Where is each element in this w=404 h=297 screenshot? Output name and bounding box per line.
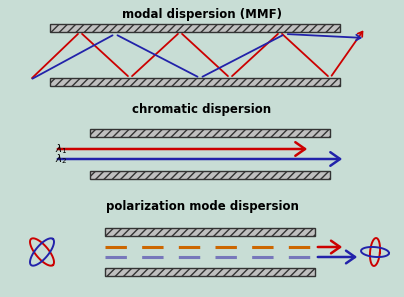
Bar — [105, 268, 315, 276]
Text: chromatic dispersion: chromatic dispersion — [133, 103, 271, 116]
Text: modal dispersion (MMF): modal dispersion (MMF) — [122, 8, 282, 21]
Bar — [50, 78, 340, 86]
Text: $\lambda_1$: $\lambda_1$ — [55, 142, 67, 156]
Text: $\lambda_2$: $\lambda_2$ — [55, 152, 67, 166]
Bar — [90, 171, 330, 179]
Bar — [105, 228, 315, 236]
Text: polarization mode dispersion: polarization mode dispersion — [105, 200, 299, 213]
Bar — [50, 24, 340, 32]
Bar — [90, 129, 330, 137]
